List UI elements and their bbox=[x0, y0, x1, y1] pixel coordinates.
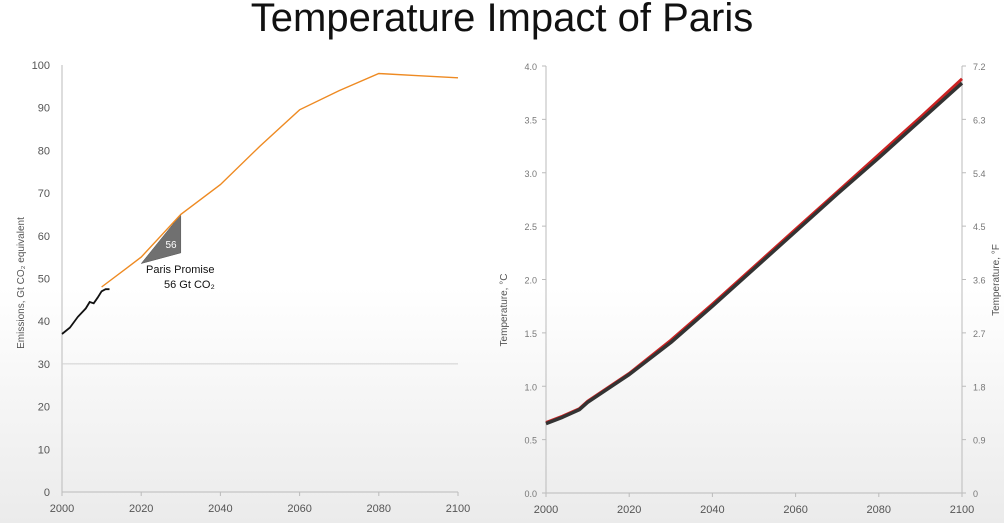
temperature-right-tick-label: 5.4 bbox=[973, 169, 986, 179]
emissions-series-historical-line bbox=[61, 288, 110, 335]
emissions-x-tick-label: 2100 bbox=[446, 503, 470, 515]
temperature-x-tick-label: 2020 bbox=[617, 504, 641, 516]
paris-wedge-value: 56 bbox=[165, 240, 177, 251]
temperature-right-tick-label: 7.2 bbox=[973, 62, 986, 72]
temperature-y-tick-label: 2.5 bbox=[524, 222, 537, 232]
paris-promise-amount: 56 Gt CO₂ bbox=[164, 279, 215, 291]
temperature-right-tick-label: 0 bbox=[973, 489, 978, 499]
temperature-series-baseline-line bbox=[545, 81, 964, 426]
temperature-right-tick-label: 2.7 bbox=[973, 329, 986, 339]
emissions-y-tick-label: 50 bbox=[38, 274, 50, 286]
temperature-chart: Temperature, °C Temperature, °F 0.0 0.5 1.… bbox=[499, 62, 1002, 516]
temperature-c-axis-label: Temperature, °C bbox=[499, 274, 510, 347]
emissions-y-tick-label: 90 bbox=[38, 103, 50, 115]
emissions-x-tick-label: 2020 bbox=[129, 503, 153, 515]
emissions-y-tick-label: 0 bbox=[44, 487, 50, 499]
temperature-x-tick-label: 2000 bbox=[534, 504, 558, 516]
temperature-y-tick-label: 1.5 bbox=[524, 329, 537, 339]
temperature-right-tick-label: 1.8 bbox=[973, 382, 986, 392]
emissions-y-tick-label: 70 bbox=[38, 188, 50, 200]
slide-title: Temperature Impact of Paris bbox=[250, 0, 754, 40]
emissions-y-tick-label: 10 bbox=[38, 444, 50, 456]
emissions-y-tick-label: 80 bbox=[38, 145, 50, 157]
temperature-y-tick-label: 3.5 bbox=[524, 115, 537, 125]
temperature-y-tick-label: 1.0 bbox=[524, 382, 537, 392]
temperature-x-tick-label: 2060 bbox=[783, 504, 807, 516]
emissions-y-tick-label: 40 bbox=[38, 316, 50, 328]
temperature-x-tick-label: 2040 bbox=[700, 504, 724, 516]
temperature-right-tick-label: 3.6 bbox=[973, 276, 986, 286]
temperature-series-with-Paris-line bbox=[545, 77, 964, 424]
emissions-x-tick-label: 2000 bbox=[50, 503, 74, 515]
temperature-right-tick-label: 4.5 bbox=[973, 222, 986, 232]
emissions-x-tick-label: 2040 bbox=[208, 503, 232, 515]
temperature-y-tick-label: 0.0 bbox=[524, 489, 537, 499]
emissions-y-axis-label: Emissions, Gt CO₂ equivalent bbox=[16, 217, 27, 349]
temperature-y-tick-label: 3.0 bbox=[524, 169, 537, 179]
emissions-series-projection-line bbox=[101, 72, 459, 288]
emissions-y-tick-label: 20 bbox=[38, 402, 50, 414]
emissions-y-tick-label: 100 bbox=[32, 60, 50, 72]
temperature-f-axis-label: Temperature, °F bbox=[991, 244, 1002, 316]
temperature-y-tick-label: 4.0 bbox=[524, 62, 537, 72]
emissions-chart: Emissions, Gt CO₂ equivalent 0 10 20 30 40 50… bbox=[16, 60, 470, 515]
temperature-x-tick-label: 2100 bbox=[950, 504, 974, 516]
temperature-right-tick-label: 0.9 bbox=[973, 436, 986, 446]
paris-promise-label: Paris Promise bbox=[146, 264, 214, 276]
emissions-x-tick-label: 2080 bbox=[367, 503, 391, 515]
temperature-right-tick-label: 6.3 bbox=[973, 115, 986, 125]
emissions-x-tick-label: 2060 bbox=[287, 503, 311, 515]
temperature-y-tick-label: 0.5 bbox=[524, 436, 537, 446]
emissions-y-tick-label: 60 bbox=[38, 231, 50, 243]
paris-wedge bbox=[140, 213, 182, 264]
emissions-y-tick-label: 30 bbox=[38, 359, 50, 371]
temperature-y-tick-label: 2.0 bbox=[524, 276, 537, 286]
temperature-x-tick-label: 2080 bbox=[867, 504, 891, 516]
